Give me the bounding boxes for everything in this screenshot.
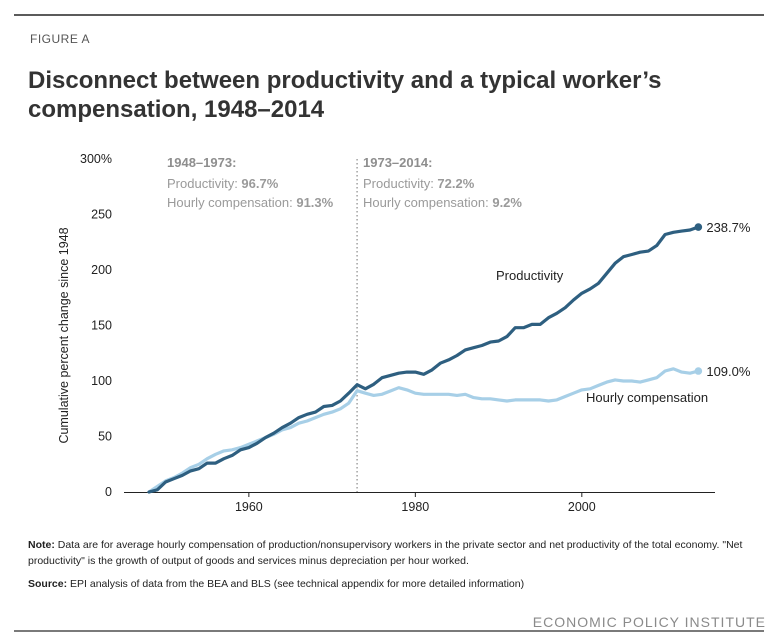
series-line-hourly-compensation — [147, 367, 700, 494]
figure-label: FIGURE A — [30, 32, 91, 46]
brand-logo: ECONOMIC POLICY INSTITUTE — [532, 614, 766, 630]
y-tick-label: 250 — [91, 208, 112, 222]
series-end-point — [694, 223, 703, 231]
y-axis-label: Cumulative percent change since 1948 — [57, 227, 71, 443]
series-name-productivity: Productivity — [496, 268, 564, 283]
note-text: Data are for average hourly compensation… — [28, 539, 743, 567]
series-end-label: 238.7% — [706, 220, 751, 235]
x-tick-label: 1960 — [235, 500, 263, 514]
series-end-point — [694, 367, 703, 375]
period-stat-value: 96.7% — [241, 176, 278, 191]
chart-note: Note: Data are for average hourly compen… — [28, 537, 758, 569]
y-tick-label: 150 — [91, 319, 112, 333]
y-tick-label: 300% — [80, 152, 112, 166]
chart-title: Disconnect between productivity and a ty… — [28, 67, 662, 123]
period-stat: Hourly compensation: 9.2% — [363, 195, 522, 210]
period-stat: Productivity: 72.2% — [363, 176, 475, 191]
footer-rule — [14, 630, 764, 632]
figure-frame — [14, 14, 764, 628]
y-tick-label: 50 — [98, 430, 112, 444]
period-stat: Productivity: 96.7% — [167, 176, 279, 191]
series-end-label: 109.0% — [706, 364, 751, 379]
period-stat-label: Productivity: — [363, 176, 437, 191]
period-heading: 1973–2014: — [363, 155, 432, 170]
period-stat-label: Productivity: — [167, 176, 241, 191]
series-name-hourly-compensation: Hourly compensation — [586, 390, 708, 405]
period-heading: 1948–1973: — [167, 155, 236, 170]
x-tick-label: 2000 — [568, 500, 596, 514]
y-tick-label: 100 — [91, 374, 112, 388]
y-tick-label: 200 — [91, 263, 112, 277]
y-tick-label: 0 — [105, 485, 112, 499]
series-line-productivity — [147, 225, 700, 494]
x-tick-label: 1980 — [401, 500, 429, 514]
period-stat-value: 9.2% — [492, 195, 522, 210]
chart-source: Source: EPI analysis of data from the BE… — [28, 578, 758, 590]
note-label: Note: — [28, 539, 55, 551]
source-text: EPI analysis of data from the BEA and BL… — [67, 578, 525, 590]
period-stat: Hourly compensation: 91.3% — [167, 195, 334, 210]
period-stat-value: 72.2% — [437, 176, 474, 191]
period-stat-value: 91.3% — [296, 195, 333, 210]
period-stat-label: Hourly compensation: — [167, 195, 296, 210]
period-stat-label: Hourly compensation: — [363, 195, 492, 210]
source-label: Source: — [28, 578, 68, 590]
